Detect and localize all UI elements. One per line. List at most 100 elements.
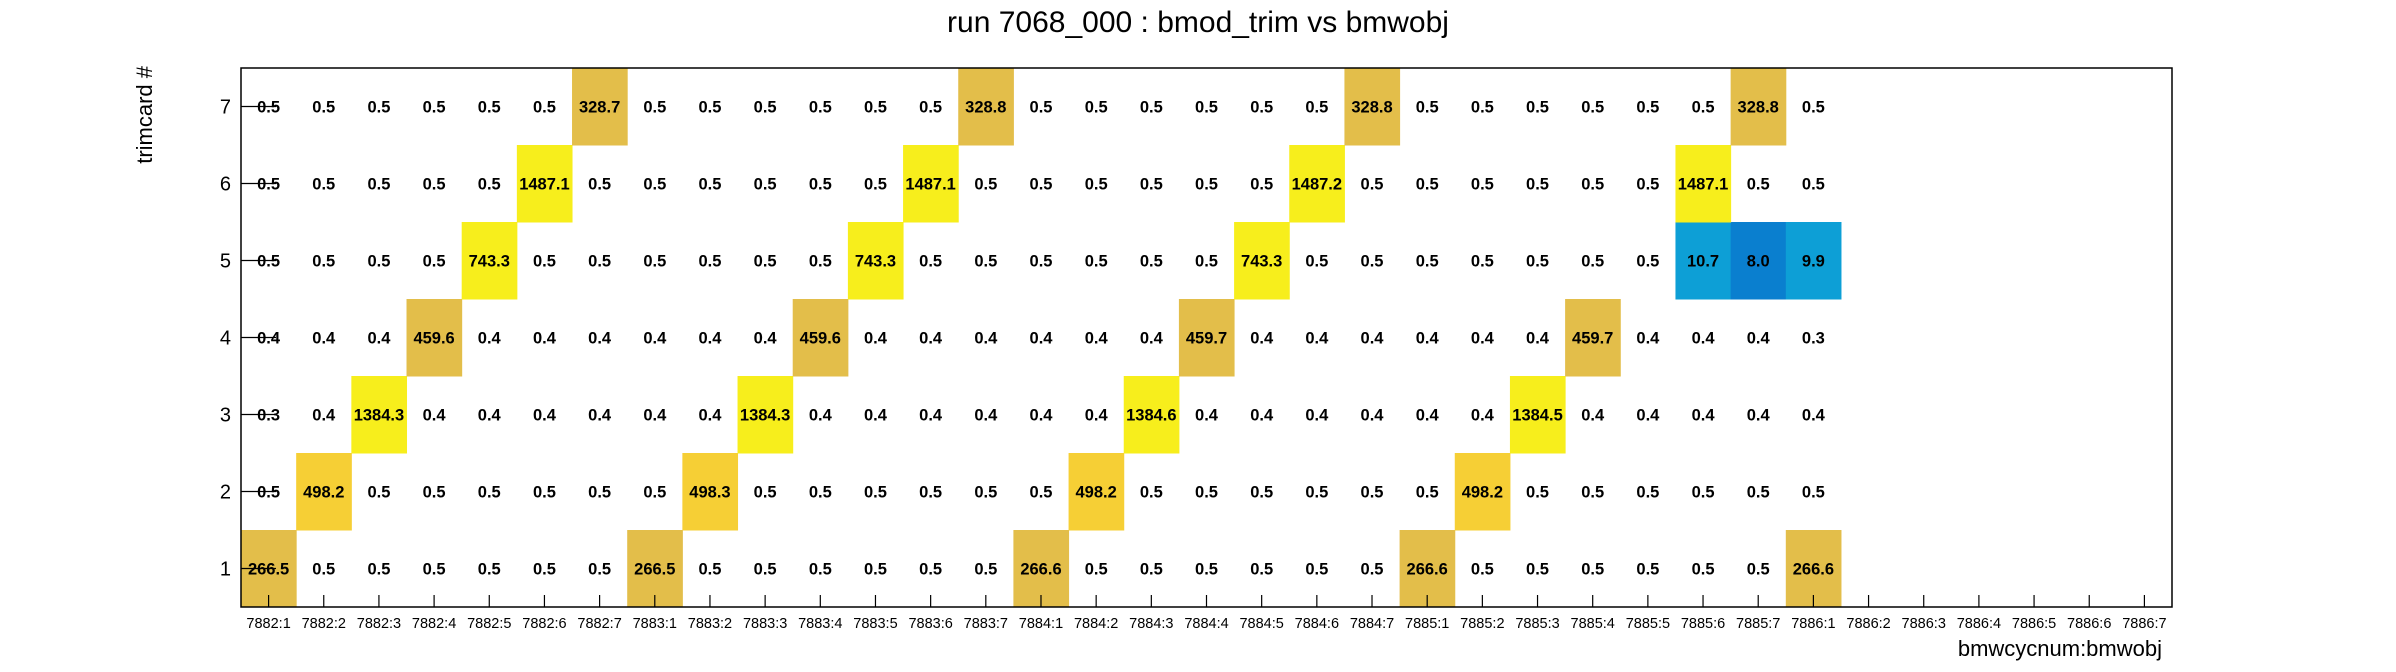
cell-value-label: 10.7	[1687, 253, 1719, 271]
cell-value-label: 743.3	[855, 253, 896, 271]
cell-value-label: 0.5	[754, 253, 777, 271]
cell-value-label: 459.6	[800, 330, 841, 348]
cell-value-label: 0.5	[1030, 176, 1053, 194]
cell-value-label: 0.4	[1747, 407, 1771, 425]
cell-value-label: 0.5	[478, 561, 501, 579]
heatmap-cell	[737, 376, 794, 454]
cell-value-label: 0.5	[698, 176, 721, 194]
heatmap-cell	[572, 68, 628, 146]
cell-value-label: 0.4	[643, 407, 667, 425]
cell-value-label: 1384.3	[354, 407, 404, 425]
cell-value-label: 0.5	[919, 99, 942, 117]
cell-value-label: 0.5	[864, 561, 887, 579]
heatmap-cell	[1509, 376, 1566, 454]
cell-value-label: 0.5	[1085, 253, 1108, 271]
heatmap-cell	[1178, 299, 1235, 377]
heatmap-cell	[847, 222, 904, 300]
x-tick-label: 7885:2	[1460, 616, 1504, 632]
cell-value-label: 0.5	[809, 99, 832, 117]
cell-value-label: 0.5	[1305, 99, 1328, 117]
cell-value-label: 0.4	[809, 407, 833, 425]
cell-value-label: 0.4	[698, 407, 722, 425]
cell-value-label: 1384.6	[1126, 407, 1176, 425]
x-tick-label: 7886:4	[1957, 616, 2001, 632]
cell-value-label: 498.3	[689, 484, 730, 502]
cell-value-label: 0.3	[1802, 330, 1825, 348]
x-tick-label: 7885:5	[1626, 616, 1670, 632]
cell-value-label: 0.4	[367, 330, 391, 348]
cell-value-label: 0.4	[919, 407, 943, 425]
cell-value-label: 0.5	[1030, 99, 1053, 117]
cell-value-label: 0.5	[1747, 176, 1770, 194]
cell-value-label: 0.5	[754, 484, 777, 502]
cell-value-label: 0.4	[478, 407, 502, 425]
x-axis-ticks: 7882:1 7882:2 7882:3 7882:4 7882:5 7882:6 7882…	[246, 595, 2167, 632]
cell-value-label: 0.4	[1636, 330, 1660, 348]
cell-value-label: 0.5	[1140, 561, 1163, 579]
cell-value-label: 0.5	[312, 176, 335, 194]
cell-value-label: 0.4	[1471, 330, 1495, 348]
cell-value-label: 0.5	[478, 176, 501, 194]
cell-value-label: 266.6	[1793, 561, 1834, 579]
heatmap-cell	[1785, 222, 1842, 300]
cell-value-label: 0.5	[1526, 253, 1549, 271]
cell-value-label: 8.0	[1747, 253, 1770, 271]
cell-value-label: 0.5	[588, 253, 611, 271]
cell-value-label: 1487.1	[905, 176, 955, 194]
cell-value-label: 0.5	[1526, 99, 1549, 117]
cell-value-label: 0.5	[974, 484, 997, 502]
cell-value-label: 0.5	[478, 99, 501, 117]
cell-value-label: 0.5	[367, 561, 390, 579]
cell-value-label: 1487.1	[519, 176, 569, 194]
cell-value-label: 0.5	[1305, 561, 1328, 579]
cell-value-label: 0.5	[1802, 99, 1825, 117]
heatmap-cell	[1344, 68, 1401, 146]
cell-value-label: 0.5	[1471, 253, 1494, 271]
cell-value-label: 0.5	[1195, 484, 1218, 502]
heatmap-cell	[406, 299, 463, 377]
cell-value-label: 0.5	[698, 99, 721, 117]
cell-value-label: 0.5	[919, 561, 942, 579]
cell-value-label: 0.5	[423, 99, 446, 117]
cell-value-label: 0.4	[919, 330, 943, 348]
cell-value-label: 0.5	[643, 176, 666, 194]
cell-value-label: 0.5	[1416, 99, 1439, 117]
y-tick-label: 6	[220, 174, 231, 196]
chart-title: run 7068_000 : bmod_trim vs bmwobj	[947, 6, 1449, 39]
cell-value-label: 0.5	[1581, 99, 1604, 117]
cell-value-label: 0.4	[698, 330, 722, 348]
x-tick-label: 7885:3	[1515, 616, 1559, 632]
x-tick-label: 7884:5	[1239, 616, 1283, 632]
cell-value-label: 0.5	[1030, 484, 1053, 502]
x-tick-label: 7883:7	[964, 616, 1008, 632]
cell-value-label: 0.4	[588, 330, 612, 348]
cell-value-label: 0.4	[533, 407, 557, 425]
x-tick-label: 7886:1	[1791, 616, 1835, 632]
x-tick-label: 7884:3	[1129, 616, 1173, 632]
cell-value-label: 0.4	[312, 330, 336, 348]
x-tick-label: 7886:5	[2012, 616, 2056, 632]
cell-value-label: 1487.2	[1292, 176, 1342, 194]
cell-value-label: 0.4	[1305, 330, 1329, 348]
cell-value-label: 498.2	[1076, 484, 1117, 502]
cell-value-label: 0.5	[1140, 253, 1163, 271]
heatmap-cell	[903, 145, 959, 223]
y-axis-ticks: 1 2 3 4 5 6 7	[220, 97, 276, 581]
cell-value-label: 0.5	[1140, 484, 1163, 502]
y-tick-label: 1	[220, 559, 231, 581]
cell-value-label: 0.4	[1692, 330, 1716, 348]
y-tick-label: 3	[220, 405, 231, 427]
cell-value-label: 0.5	[1692, 561, 1715, 579]
cell-value-label: 0.5	[1471, 99, 1494, 117]
cell-value-label: 0.5	[423, 176, 446, 194]
cell-value-label: 0.4	[478, 330, 502, 348]
cell-value-label: 0.5	[1636, 253, 1659, 271]
cell-value-label: 0.5	[1416, 176, 1439, 194]
cell-value-label: 0.5	[1361, 484, 1384, 502]
x-tick-label: 7886:3	[1902, 616, 1946, 632]
cell-value-label: 0.5	[643, 99, 666, 117]
x-tick-label: 7884:4	[1184, 616, 1228, 632]
cell-value-label: 0.5	[533, 484, 556, 502]
cell-value-label: 0.4	[974, 407, 998, 425]
